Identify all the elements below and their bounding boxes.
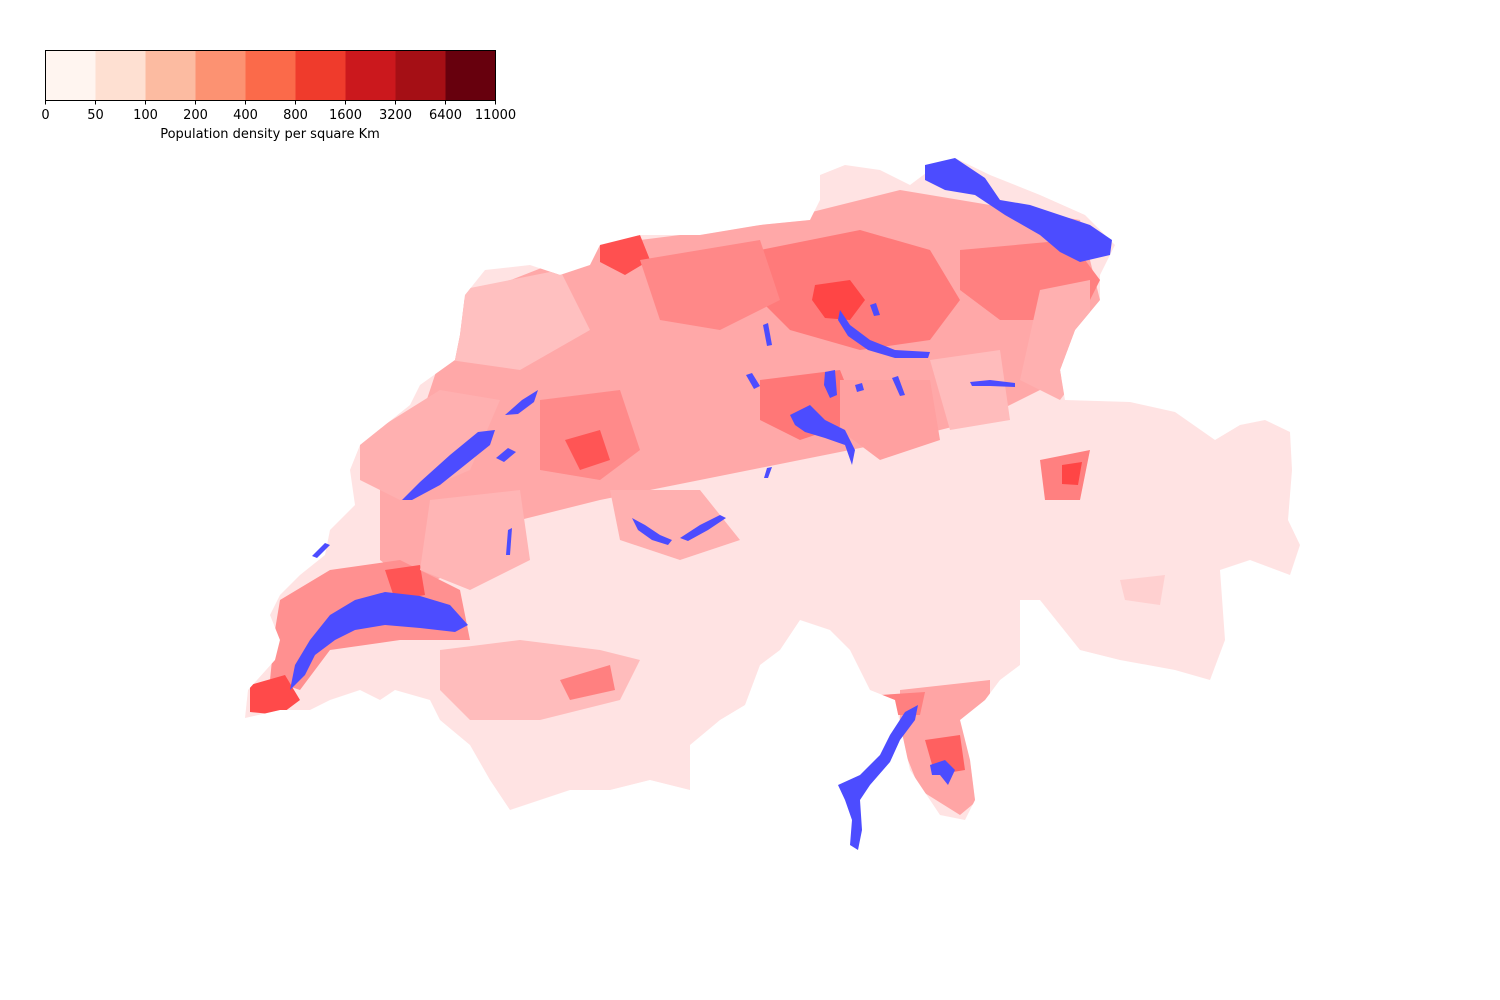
region-engadin [1120,575,1165,605]
colorbar-tick-label: 50 [87,108,104,123]
region-lausanne [385,565,425,600]
lake-sempach [746,373,760,389]
colorbar-tick-label: 800 [283,108,308,123]
colorbar-bin [195,50,246,101]
lake-constance [925,158,1112,262]
colorbar-title: Population density per square Km [160,127,380,142]
lake-zug [824,370,837,398]
colorbar-bin [345,50,396,101]
lakes [290,158,1112,850]
region-zurich-core [812,280,865,320]
colorbar-bin [245,50,296,101]
region-jura-south [360,390,500,500]
lake-maggiore [838,705,918,850]
lake-hallwil [763,323,772,346]
colorbar-bin [395,50,446,101]
lake-biel [505,390,538,415]
region-basel [600,235,650,275]
region-valais-valley [440,640,640,720]
region-glarus [930,350,1010,430]
colorbar-bin [295,50,346,101]
colorbar-tick-label: 200 [183,108,208,123]
colorbar-legend: 0 50 100 200 400 800 1600 3200 6400 11000 Populat… [0,0,560,150]
colorbar-tick-label: 400 [233,108,258,123]
region-chur-core [1062,462,1082,485]
colorbar-bin [45,50,96,101]
lake-joux [312,543,330,558]
lake-gruyere [506,528,512,555]
lake-walensee [970,380,1015,387]
lake-lugano [930,760,955,785]
region-zug-schwyz [840,380,940,460]
region-geneva [250,675,300,715]
lake-lucerne [790,405,855,465]
lake-geneva [290,592,468,690]
colorbar-bin [445,50,496,101]
region-valais-town [560,665,615,700]
region-bern-core [565,430,610,470]
colorbar-tick-label: 0 [41,108,50,123]
lake-zurich [838,310,930,358]
region-aargau [640,240,780,330]
colorbar-bin [95,50,146,101]
region-jura [450,270,590,370]
lake-neuchatel [402,430,495,500]
colorbar-bin [145,50,196,101]
lake-lauerz [855,383,864,392]
lake-brienz [680,515,726,541]
lake-sarnen [764,467,772,478]
lake-greifensee [892,376,905,396]
lake-murten [496,448,516,462]
lake-aegeri [870,303,880,316]
colorbar-tick-label: 100 [133,108,158,123]
region-locarno [880,692,925,715]
colorbar-tick-label: 1600 [328,108,363,123]
lake-thun [632,518,672,545]
colorbar-frame [45,50,496,101]
colorbar-tick-label: 6400 [428,108,463,123]
colorbar-tick-label: 11000 [474,108,517,123]
colorbar [45,50,496,105]
region-fribourg [420,490,530,590]
region-thun-interlaken [610,490,740,560]
colorbar-tick-label: 3200 [378,108,413,123]
